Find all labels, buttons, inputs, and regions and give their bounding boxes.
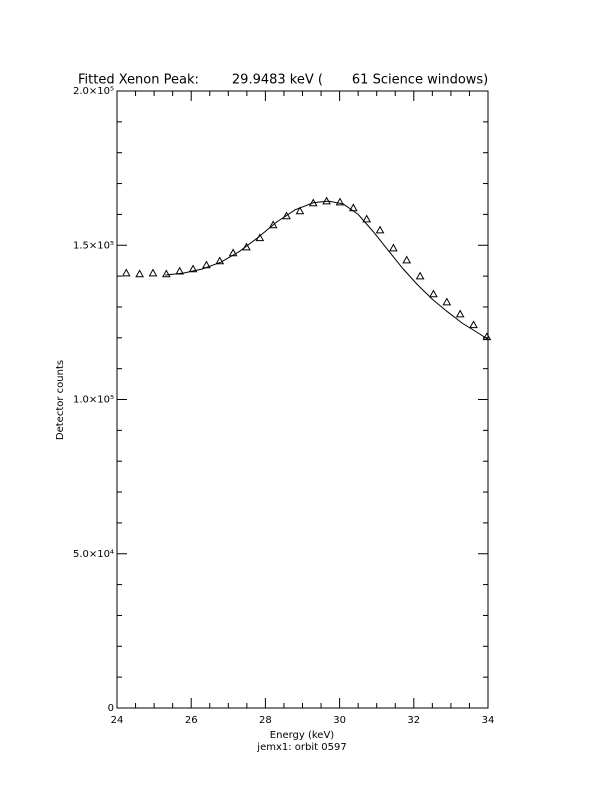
fit-line bbox=[165, 200, 489, 340]
chart-title: Fitted Xenon Peak: 29.9483 keV ( 61 Scie… bbox=[78, 73, 488, 88]
y-axis-title: Detector counts bbox=[55, 360, 66, 440]
data-point bbox=[148, 268, 158, 277]
x-tick-label: 34 bbox=[482, 715, 495, 726]
y-tick-label: 0 bbox=[108, 703, 114, 714]
data-point bbox=[362, 214, 372, 223]
x-tick-label: 30 bbox=[333, 715, 346, 726]
subtitle: jemx1: orbit 0597 bbox=[256, 742, 346, 753]
data-point bbox=[228, 248, 238, 257]
data-point bbox=[455, 309, 465, 318]
x-axis-title: Energy (keV) bbox=[270, 730, 335, 741]
data-point bbox=[295, 206, 305, 215]
data-point bbox=[375, 225, 385, 234]
x-tick-label: 24 bbox=[111, 715, 124, 726]
data-point bbox=[482, 332, 492, 341]
y-tick-label: 1.5×10⁵ bbox=[73, 240, 114, 251]
data-point bbox=[161, 269, 171, 278]
data-point bbox=[415, 271, 425, 280]
data-point bbox=[389, 243, 398, 252]
data-point bbox=[469, 320, 478, 329]
data-point bbox=[135, 269, 144, 278]
data-point bbox=[215, 256, 225, 265]
data-point bbox=[402, 255, 412, 264]
data-point bbox=[242, 242, 251, 251]
y-tick-label: 2.0×10⁵ bbox=[73, 86, 114, 97]
data-point bbox=[429, 289, 438, 298]
data-point bbox=[121, 268, 131, 277]
x-tick-label: 28 bbox=[259, 715, 272, 726]
data-point bbox=[335, 197, 345, 206]
data-point bbox=[188, 264, 198, 273]
y-tick-label: 1.0×10⁵ bbox=[73, 395, 114, 406]
data-point bbox=[442, 297, 452, 306]
x-tick-label: 26 bbox=[185, 715, 198, 726]
data-point bbox=[268, 220, 278, 229]
data-point bbox=[282, 211, 291, 220]
x-tick-label: 32 bbox=[407, 715, 420, 726]
plot-frame bbox=[116, 90, 489, 709]
y-tick-label: 5.0×10⁴ bbox=[73, 549, 114, 560]
